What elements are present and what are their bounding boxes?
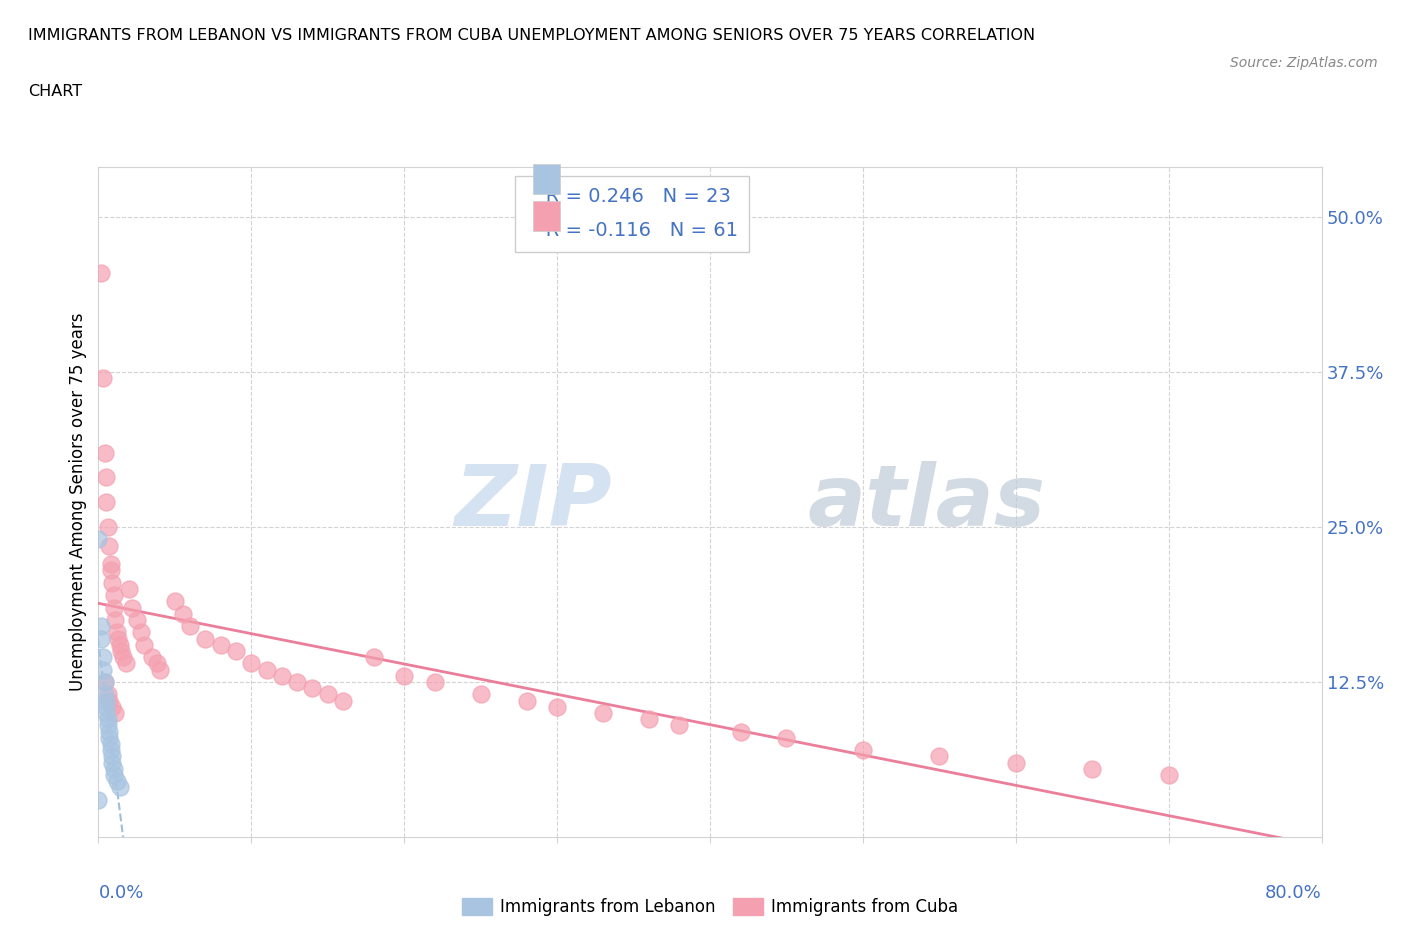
Point — [101, 749, 124, 764]
Point — [103, 588, 125, 603]
Point — [110, 644, 132, 658]
Point — [145, 656, 167, 671]
Point — [332, 693, 354, 708]
Point — [637, 711, 661, 726]
Point — [592, 706, 614, 721]
Point — [87, 792, 110, 807]
Point — [93, 674, 115, 689]
Point — [100, 743, 122, 758]
Point — [111, 650, 134, 665]
Point — [125, 613, 148, 628]
Point — [101, 755, 124, 770]
Point — [90, 631, 112, 646]
Point — [98, 538, 121, 553]
Text: atlas: atlas — [808, 460, 1046, 544]
Point — [668, 718, 690, 733]
Point — [94, 495, 117, 510]
Point — [115, 656, 138, 671]
Text: R = 0.246   N = 23
   R = -0.116   N = 61: R = 0.246 N = 23 R = -0.116 N = 61 — [526, 188, 738, 241]
Point — [852, 743, 875, 758]
Point — [98, 724, 121, 739]
Y-axis label: Unemployment Among Seniors over 75 years: Unemployment Among Seniors over 75 years — [69, 313, 87, 691]
Point — [134, 637, 156, 652]
Point — [98, 730, 121, 745]
Point — [118, 581, 141, 596]
Point — [1081, 762, 1104, 777]
Point — [100, 563, 122, 578]
Point — [149, 662, 172, 677]
Point — [97, 520, 120, 535]
Point — [775, 730, 797, 745]
Point — [103, 767, 125, 782]
Point — [91, 371, 114, 386]
Point — [104, 706, 127, 721]
Point — [316, 687, 339, 702]
Legend: Immigrants from Lebanon, Immigrants from Cuba: Immigrants from Lebanon, Immigrants from… — [456, 891, 965, 923]
Point — [194, 631, 217, 646]
Point — [105, 774, 128, 789]
Text: IMMIGRANTS FROM LEBANON VS IMMIGRANTS FROM CUBA UNEMPLOYMENT AMONG SENIORS OVER : IMMIGRANTS FROM LEBANON VS IMMIGRANTS FR… — [28, 28, 1035, 43]
Point — [91, 662, 114, 677]
Point — [730, 724, 752, 739]
Point — [1157, 767, 1180, 782]
Point — [108, 637, 131, 652]
Point — [98, 693, 121, 708]
Point — [423, 674, 446, 689]
FancyBboxPatch shape — [533, 201, 560, 231]
Point — [172, 606, 194, 621]
Point — [285, 674, 308, 689]
Point — [97, 718, 120, 733]
Point — [928, 749, 950, 764]
Point — [101, 576, 124, 591]
Text: ZIP: ZIP — [454, 460, 612, 544]
Point — [103, 762, 125, 777]
Point — [516, 693, 538, 708]
Point — [90, 265, 112, 280]
Point — [470, 687, 492, 702]
Point — [179, 618, 201, 633]
Point — [209, 637, 232, 652]
Point — [163, 594, 186, 609]
Point — [93, 445, 115, 460]
Point — [141, 650, 163, 665]
Point — [93, 687, 115, 702]
Point — [121, 600, 143, 615]
Point — [101, 699, 124, 714]
Point — [104, 613, 127, 628]
Point — [225, 644, 247, 658]
Point — [87, 532, 110, 547]
Point — [100, 557, 122, 572]
Text: 80.0%: 80.0% — [1265, 884, 1322, 902]
Point — [91, 650, 114, 665]
Text: 0.0%: 0.0% — [98, 884, 143, 902]
Point — [256, 662, 278, 677]
Point — [392, 669, 416, 684]
Point — [546, 699, 568, 714]
Point — [270, 669, 292, 684]
Point — [97, 711, 120, 726]
Point — [363, 650, 385, 665]
FancyBboxPatch shape — [533, 164, 560, 194]
Point — [1004, 755, 1026, 770]
Point — [108, 780, 131, 795]
Point — [103, 600, 125, 615]
Point — [94, 693, 117, 708]
Point — [94, 706, 117, 721]
Point — [129, 625, 152, 640]
Point — [90, 618, 112, 633]
Point — [94, 699, 117, 714]
Point — [107, 631, 129, 646]
Point — [240, 656, 263, 671]
Point — [93, 674, 115, 689]
Point — [94, 470, 117, 485]
Point — [301, 681, 323, 696]
Point — [105, 625, 128, 640]
Text: CHART: CHART — [28, 84, 82, 99]
Point — [97, 687, 120, 702]
Point — [100, 737, 122, 751]
Text: Source: ZipAtlas.com: Source: ZipAtlas.com — [1230, 56, 1378, 70]
